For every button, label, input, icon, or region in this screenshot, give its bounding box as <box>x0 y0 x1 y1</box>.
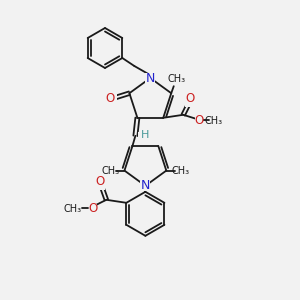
Text: H: H <box>141 130 150 140</box>
Text: O: O <box>96 175 105 188</box>
Text: N: N <box>141 179 150 192</box>
Bar <box>185 99 193 107</box>
Text: N: N <box>146 71 155 85</box>
Bar <box>97 182 105 190</box>
Text: CH₃: CH₃ <box>171 166 189 176</box>
Bar <box>145 73 155 83</box>
Bar <box>110 94 117 102</box>
Bar <box>138 132 148 140</box>
Text: CH₃: CH₃ <box>63 204 81 214</box>
Text: O: O <box>89 202 98 215</box>
Text: O: O <box>106 92 115 105</box>
Bar <box>140 181 150 191</box>
Bar <box>195 116 203 124</box>
Text: O: O <box>195 114 204 127</box>
Text: CH₃: CH₃ <box>204 116 222 126</box>
Bar <box>89 204 97 212</box>
Text: CH₃: CH₃ <box>101 166 119 176</box>
Text: O: O <box>186 92 195 105</box>
Text: CH₃: CH₃ <box>167 74 185 84</box>
